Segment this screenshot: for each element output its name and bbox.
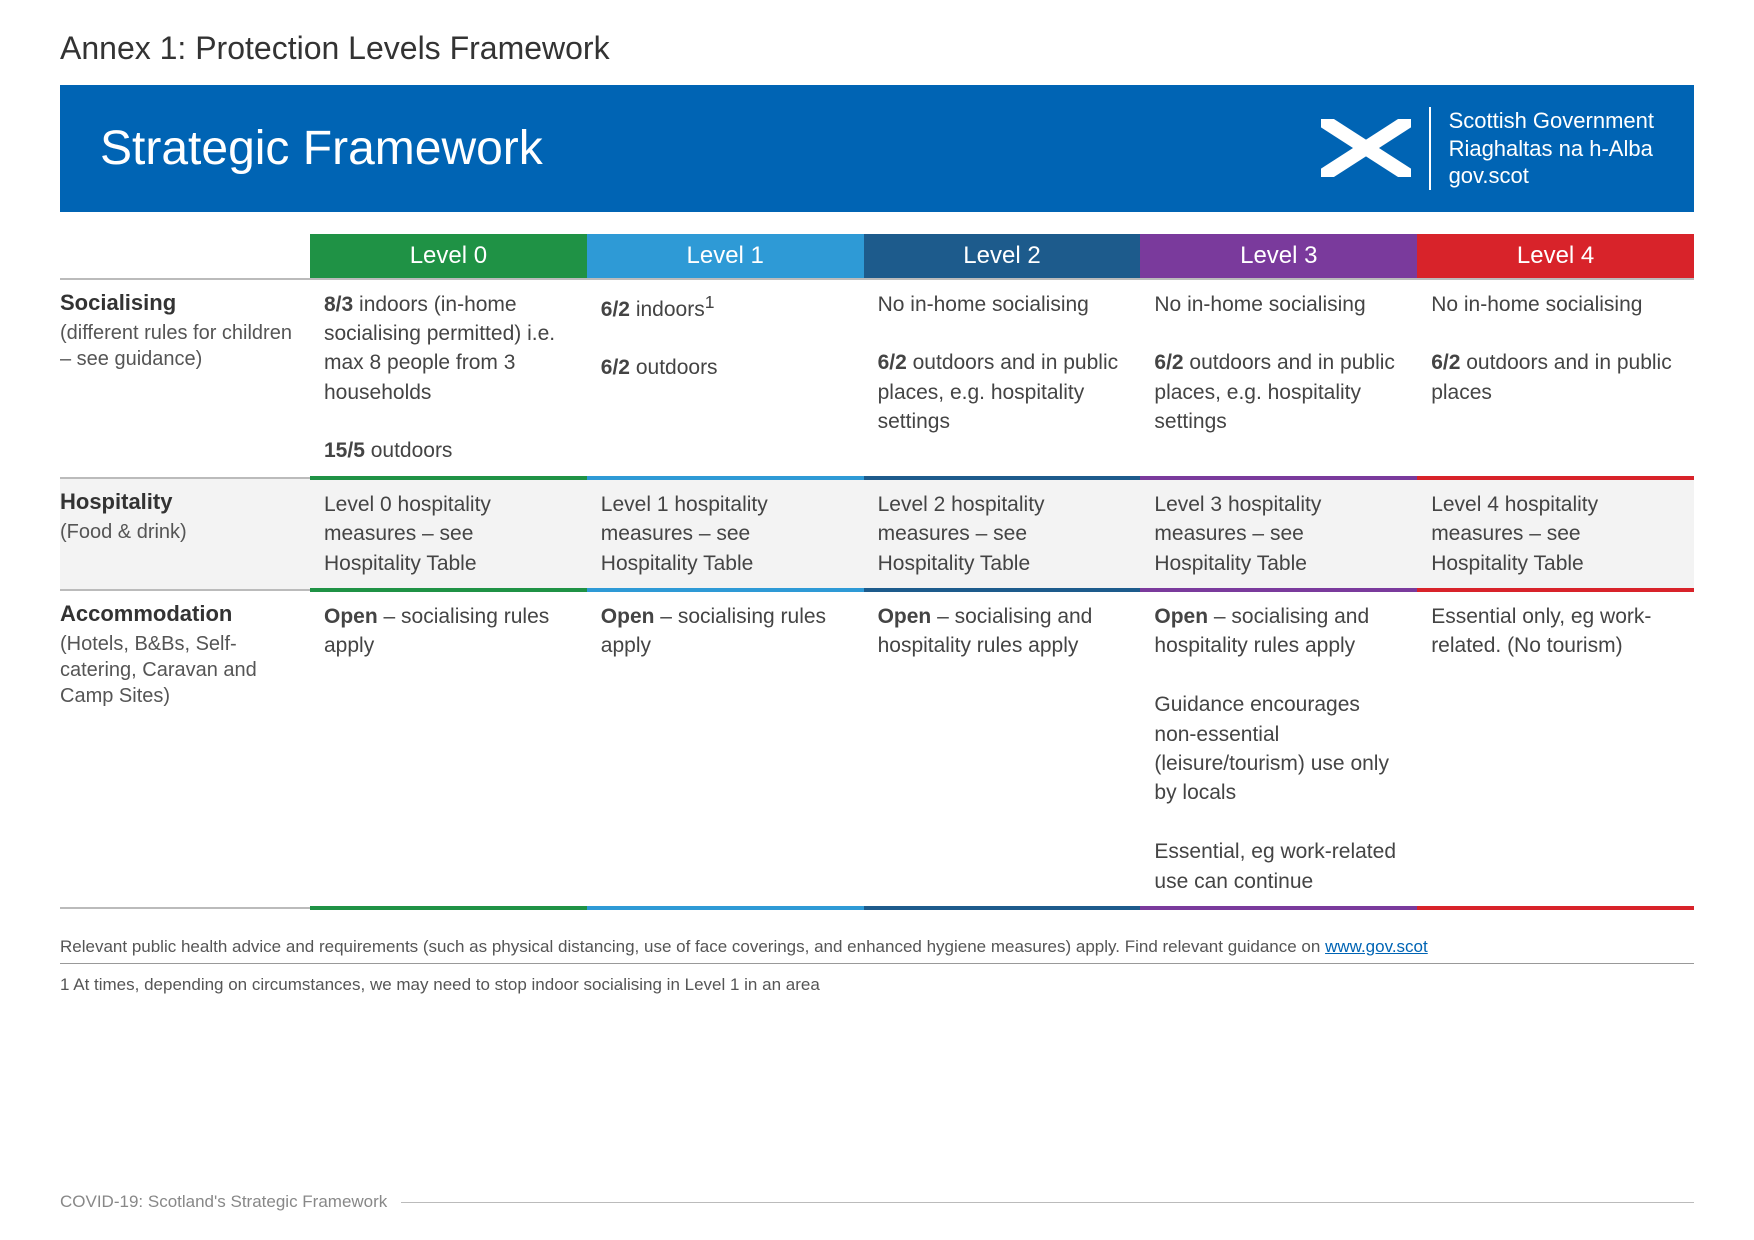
cell-hospitality-2: Level 2 hospitality measures – see Hospi… [864, 478, 1141, 590]
cell-accommodation-0: Open – socialising rules apply [310, 590, 587, 908]
cell-socialising-3: No in-home socialising6/2 outdoors and i… [1140, 279, 1417, 478]
banner: Strategic Framework Scottish Government … [60, 85, 1694, 212]
gov-text: Scottish Government Riaghaltas na h-Alba… [1429, 107, 1654, 190]
gov-line3: gov.scot [1449, 162, 1654, 190]
gov-line2: Riaghaltas na h-Alba [1449, 135, 1654, 163]
cell-socialising-4: No in-home socialising6/2 outdoors and i… [1417, 279, 1694, 478]
row-subtitle: (Food & drink) [60, 519, 294, 545]
cell-accommodation-4: Essential only, eg work-related. (No tou… [1417, 590, 1694, 908]
cell-socialising-0: 8/3 indoors (in-home socialising permitt… [310, 279, 587, 478]
row-title: Socialising [60, 290, 294, 316]
doc-footer-line [401, 1202, 1694, 1203]
row-title: Hospitality [60, 489, 294, 515]
level-header-2: Level 2 [864, 234, 1141, 279]
cell-hospitality-0: Level 0 hospitality measures – see Hospi… [310, 478, 587, 590]
footnote-1: 1 At times, depending on circumstances, … [60, 972, 1694, 998]
framework-table-wrap: Level 0 Level 1 Level 2 Level 3 Level 4 … [60, 234, 1694, 910]
advice-text: Relevant public health advice and requir… [60, 937, 1325, 956]
level-header-4: Level 4 [1417, 234, 1694, 279]
footer-area: Relevant public health advice and requir… [60, 934, 1694, 998]
cell-hospitality-3: Level 3 hospitality measures – see Hospi… [1140, 478, 1417, 590]
document-footer: COVID-19: Scotland's Strategic Framework [60, 1192, 1694, 1212]
row-subtitle: (different rules for children – see guid… [60, 320, 294, 372]
gov-scot-link[interactable]: www.gov.scot [1325, 937, 1428, 956]
cell-accommodation-3: Open – socialising and hospitality rules… [1140, 590, 1417, 908]
rowhead-hospitality: Hospitality (Food & drink) [60, 478, 310, 590]
annex-title: Annex 1: Protection Levels Framework [60, 30, 1694, 67]
cell-accommodation-2: Open – socialising and hospitality rules… [864, 590, 1141, 908]
level-header-row: Level 0 Level 1 Level 2 Level 3 Level 4 [60, 234, 1694, 279]
advice-line: Relevant public health advice and requir… [60, 934, 1694, 960]
rowhead-accommodation: Accommodation (Hotels, B&Bs, Self-cateri… [60, 590, 310, 908]
cell-accommodation-1: Open – socialising rules apply [587, 590, 864, 908]
cell-socialising-2: No in-home socialising6/2 outdoors and i… [864, 279, 1141, 478]
row-title: Accommodation [60, 601, 294, 627]
row-socialising: Socialising (different rules for childre… [60, 279, 1694, 478]
level-header-0: Level 0 [310, 234, 587, 279]
row-accommodation: Accommodation (Hotels, B&Bs, Self-cateri… [60, 590, 1694, 908]
row-subtitle: (Hotels, B&Bs, Self-catering, Caravan an… [60, 631, 294, 709]
framework-table: Level 0 Level 1 Level 2 Level 3 Level 4 … [60, 234, 1694, 910]
rowhead-socialising: Socialising (different rules for childre… [60, 279, 310, 478]
cell-hospitality-1: Level 1 hospitality measures – see Hospi… [587, 478, 864, 590]
level-header-1: Level 1 [587, 234, 864, 279]
level-header-3: Level 3 [1140, 234, 1417, 279]
cell-hospitality-4: Level 4 hospitality measures – see Hospi… [1417, 478, 1694, 590]
saltire-icon [1321, 119, 1411, 177]
banner-right: Scottish Government Riaghaltas na h-Alba… [1321, 107, 1654, 190]
row-hospitality: Hospitality (Food & drink) Level 0 hospi… [60, 478, 1694, 590]
banner-title: Strategic Framework [100, 121, 543, 176]
footnote-divider [60, 963, 1694, 964]
doc-footer-title: COVID-19: Scotland's Strategic Framework [60, 1192, 387, 1212]
gov-line1: Scottish Government [1449, 107, 1654, 135]
page: Annex 1: Protection Levels Framework Str… [0, 0, 1754, 1028]
header-spacer [60, 234, 310, 279]
cell-socialising-1: 6/2 indoors16/2 outdoors [587, 279, 864, 478]
